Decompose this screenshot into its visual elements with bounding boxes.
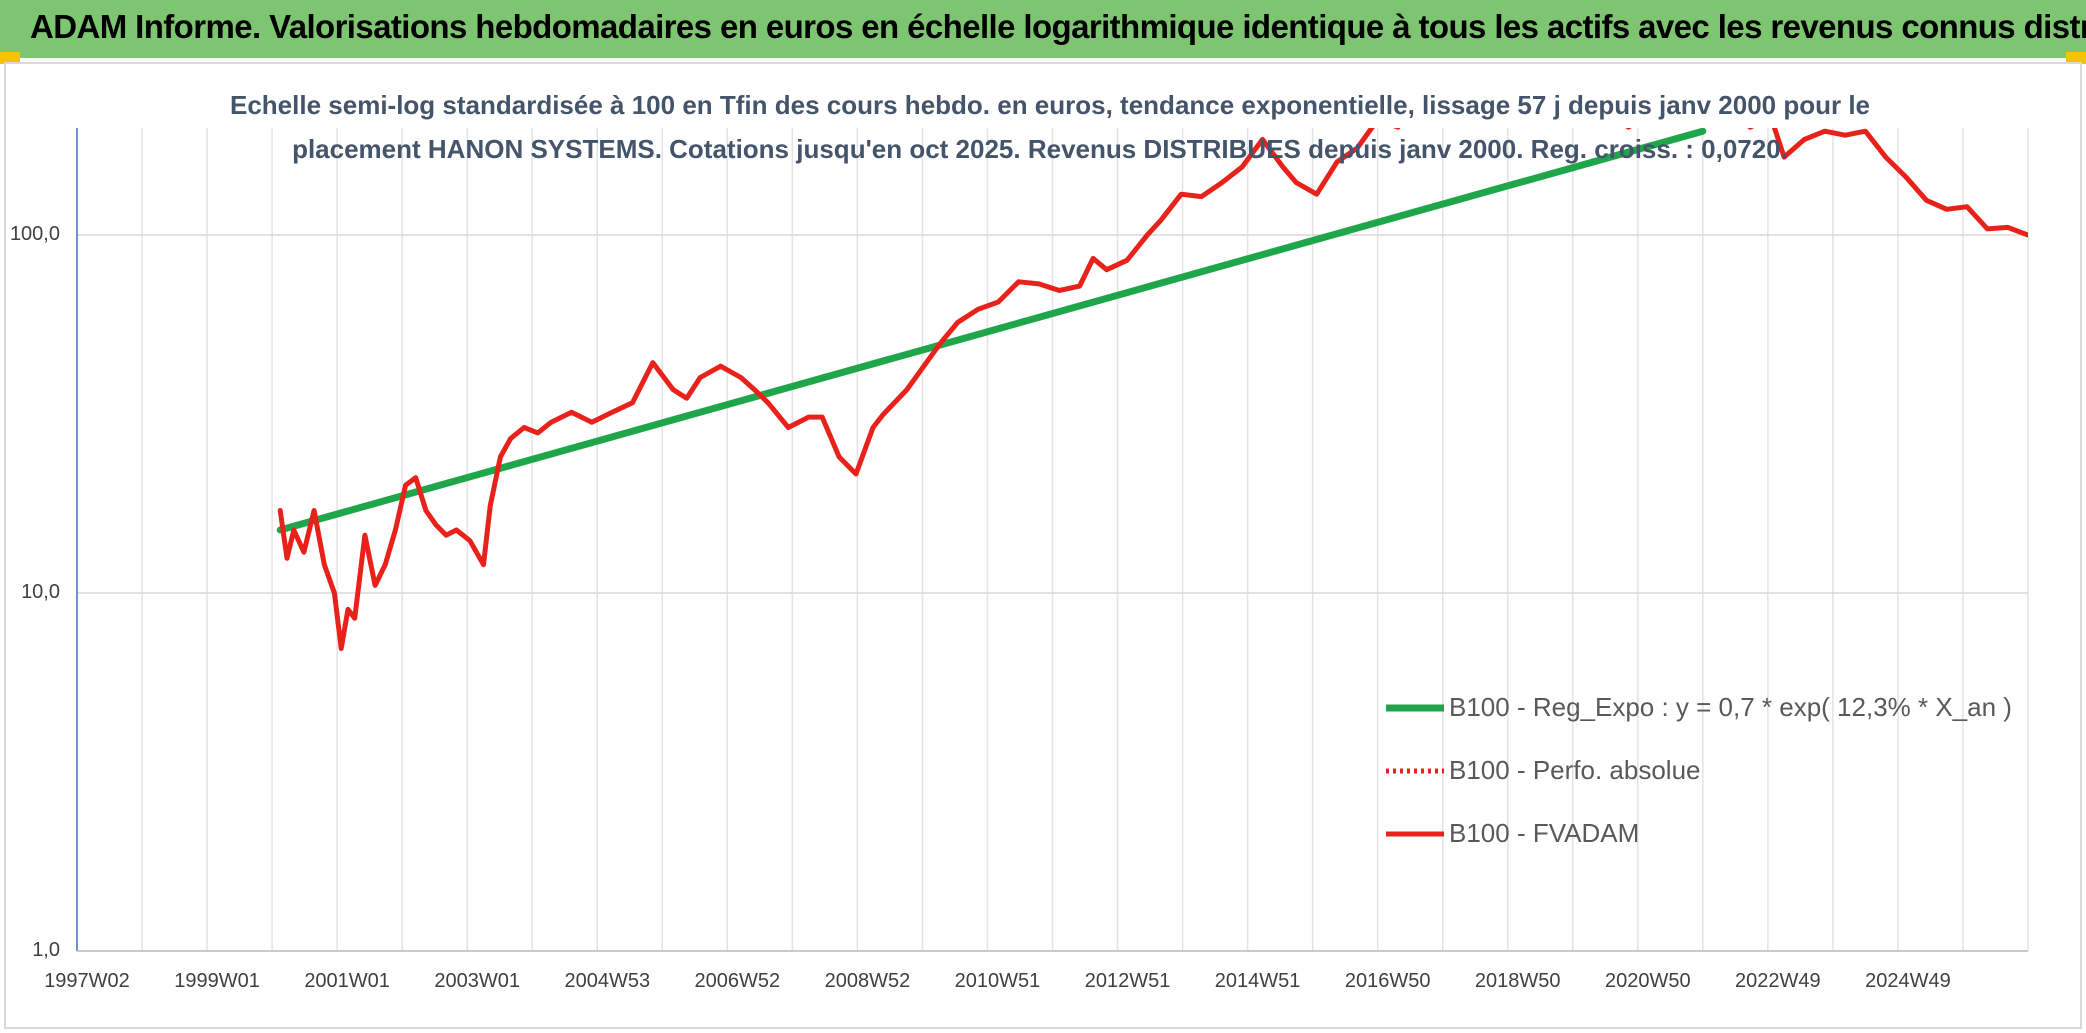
corner-marker-left bbox=[0, 52, 20, 64]
x-tick-label: 2014W51 bbox=[1214, 970, 1301, 992]
x-tick-label: 2006W52 bbox=[694, 970, 781, 992]
chart-subtitle-line-1: Echelle semi-log standardisée à 100 en T… bbox=[230, 90, 1871, 120]
y-tick-label: 1,0 bbox=[32, 939, 60, 961]
chart-subtitle-line-2: placement HANON SYSTEMS. Cotations jusqu… bbox=[292, 134, 1788, 164]
x-tick-label: 2003W01 bbox=[434, 970, 520, 992]
chart-frame bbox=[4, 62, 2082, 1029]
legend-entry-label: B100 - FVADAM bbox=[1449, 818, 1640, 848]
x-tick-label: 2022W49 bbox=[1735, 970, 1821, 992]
legend-entry-label: B100 - Reg_Expo : y = 0,7 * exp( 12,3% *… bbox=[1449, 692, 2012, 722]
x-tick-label: 2018W50 bbox=[1474, 970, 1561, 992]
y-tick-label: 100,0 bbox=[9, 223, 60, 245]
x-tick-label: 2012W51 bbox=[1084, 970, 1171, 992]
x-tick-label: 2020W50 bbox=[1604, 970, 1691, 992]
x-tick-label: 2024W49 bbox=[1865, 970, 1951, 992]
y-tick-label: 10,0 bbox=[21, 581, 60, 603]
corner-marker-right bbox=[2066, 52, 2086, 64]
x-tick-label: 1997W02 bbox=[44, 970, 130, 992]
series-line-2 bbox=[277, 128, 2028, 651]
x-tick-label: 2008W52 bbox=[824, 970, 911, 992]
x-tick-label: 2004W53 bbox=[564, 970, 651, 992]
x-tick-label: 2010W51 bbox=[954, 970, 1041, 992]
x-tick-label: 2001W01 bbox=[304, 970, 390, 992]
x-tick-label: 2016W50 bbox=[1344, 970, 1431, 992]
series-line-0 bbox=[276, 128, 1707, 534]
legend-entry-label: B100 - Perfo. absolue bbox=[1449, 755, 1701, 785]
page-title: ADAM Informe. Valorisations hebdomadaire… bbox=[30, 8, 2086, 45]
x-tick-label: 1999W01 bbox=[174, 970, 260, 992]
title-bar: ADAM Informe. Valorisations hebdomadaire… bbox=[0, 0, 2086, 58]
